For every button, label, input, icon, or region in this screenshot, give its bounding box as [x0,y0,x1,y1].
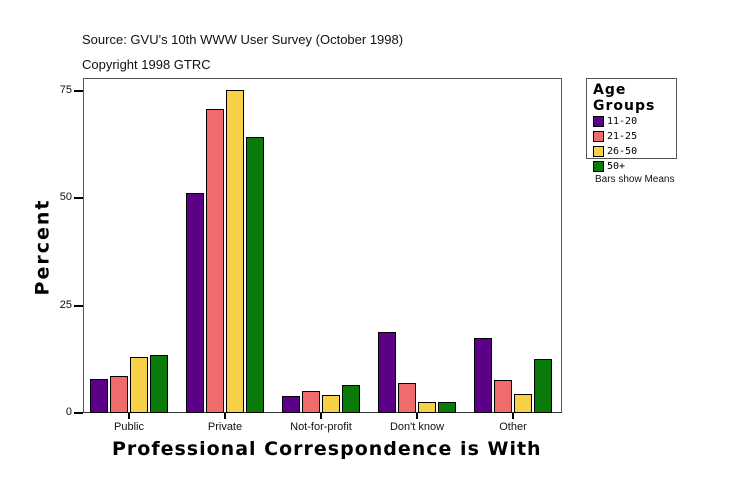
legend-title: Age Groups [593,82,656,114]
x-tick-mark [512,413,514,419]
x-tick-mark [224,413,226,419]
x-tick-mark [416,413,418,419]
bar-50+ [438,401,456,413]
y-tick-mark [74,304,83,307]
bar-21-25 [398,382,416,413]
legend-item: 50+ [593,159,670,174]
bar-50+ [150,355,168,413]
copyright-text: Copyright 1998 GTRC [82,57,211,72]
x-tick-label: Don't know [389,421,445,433]
bar-50+ [246,136,264,413]
legend-label: 50+ [607,161,626,172]
legend-swatch [593,116,604,127]
x-tick-label: Private [207,421,243,433]
y-axis-label: Percent [31,198,54,296]
x-tick-mark [128,413,130,419]
bar-21-25 [206,109,224,413]
x-tick-label: Not-for-profit [290,421,352,433]
x-tick-label: Public [114,421,144,433]
legend-swatch [593,161,604,172]
bar-11-20 [474,337,492,413]
bar-21-25 [494,379,512,413]
bar-50+ [534,358,552,413]
bar-26-50 [322,394,340,413]
y-tick-label: 0 [65,406,72,418]
legend: Age Groups 11-20 21-25 26-50 50+ [586,78,677,172]
legend-label: 26-50 [607,146,638,157]
y-tick-mark [74,90,83,92]
x-axis-label: Professional Correspondence is With [112,438,542,460]
legend-swatch [593,146,604,157]
bar-11-20 [378,331,396,413]
x-tick-label: Other [499,421,527,433]
legend-item: 21-25 [593,129,670,144]
y-tick-mark [74,412,83,414]
legend-swatch [593,131,604,142]
source-text: Source: GVU's 10th WWW User Survey (Octo… [82,32,404,47]
y-tick-label: 25 [59,298,72,311]
legend-item: 26-50 [593,144,670,159]
y-tick-mark [74,197,83,200]
x-tick-mark [320,413,322,419]
bar-50+ [342,385,360,413]
bar-26-50 [418,401,436,413]
bars-note: Bars show Means [595,174,675,185]
bar-21-25 [110,376,128,413]
bar-26-50 [226,90,244,413]
bar-21-25 [302,391,320,413]
y-tick-label: 50 [59,191,72,204]
legend-label: 11-20 [607,116,638,127]
y-tick-label: 75 [59,84,72,96]
bar-26-50 [514,394,532,413]
legend-item: 11-20 [593,114,670,129]
bar-26-50 [130,357,148,413]
bar-11-20 [282,395,300,413]
legend-label: 21-25 [607,131,638,142]
bar-11-20 [90,379,108,413]
bar-11-20 [186,193,204,413]
